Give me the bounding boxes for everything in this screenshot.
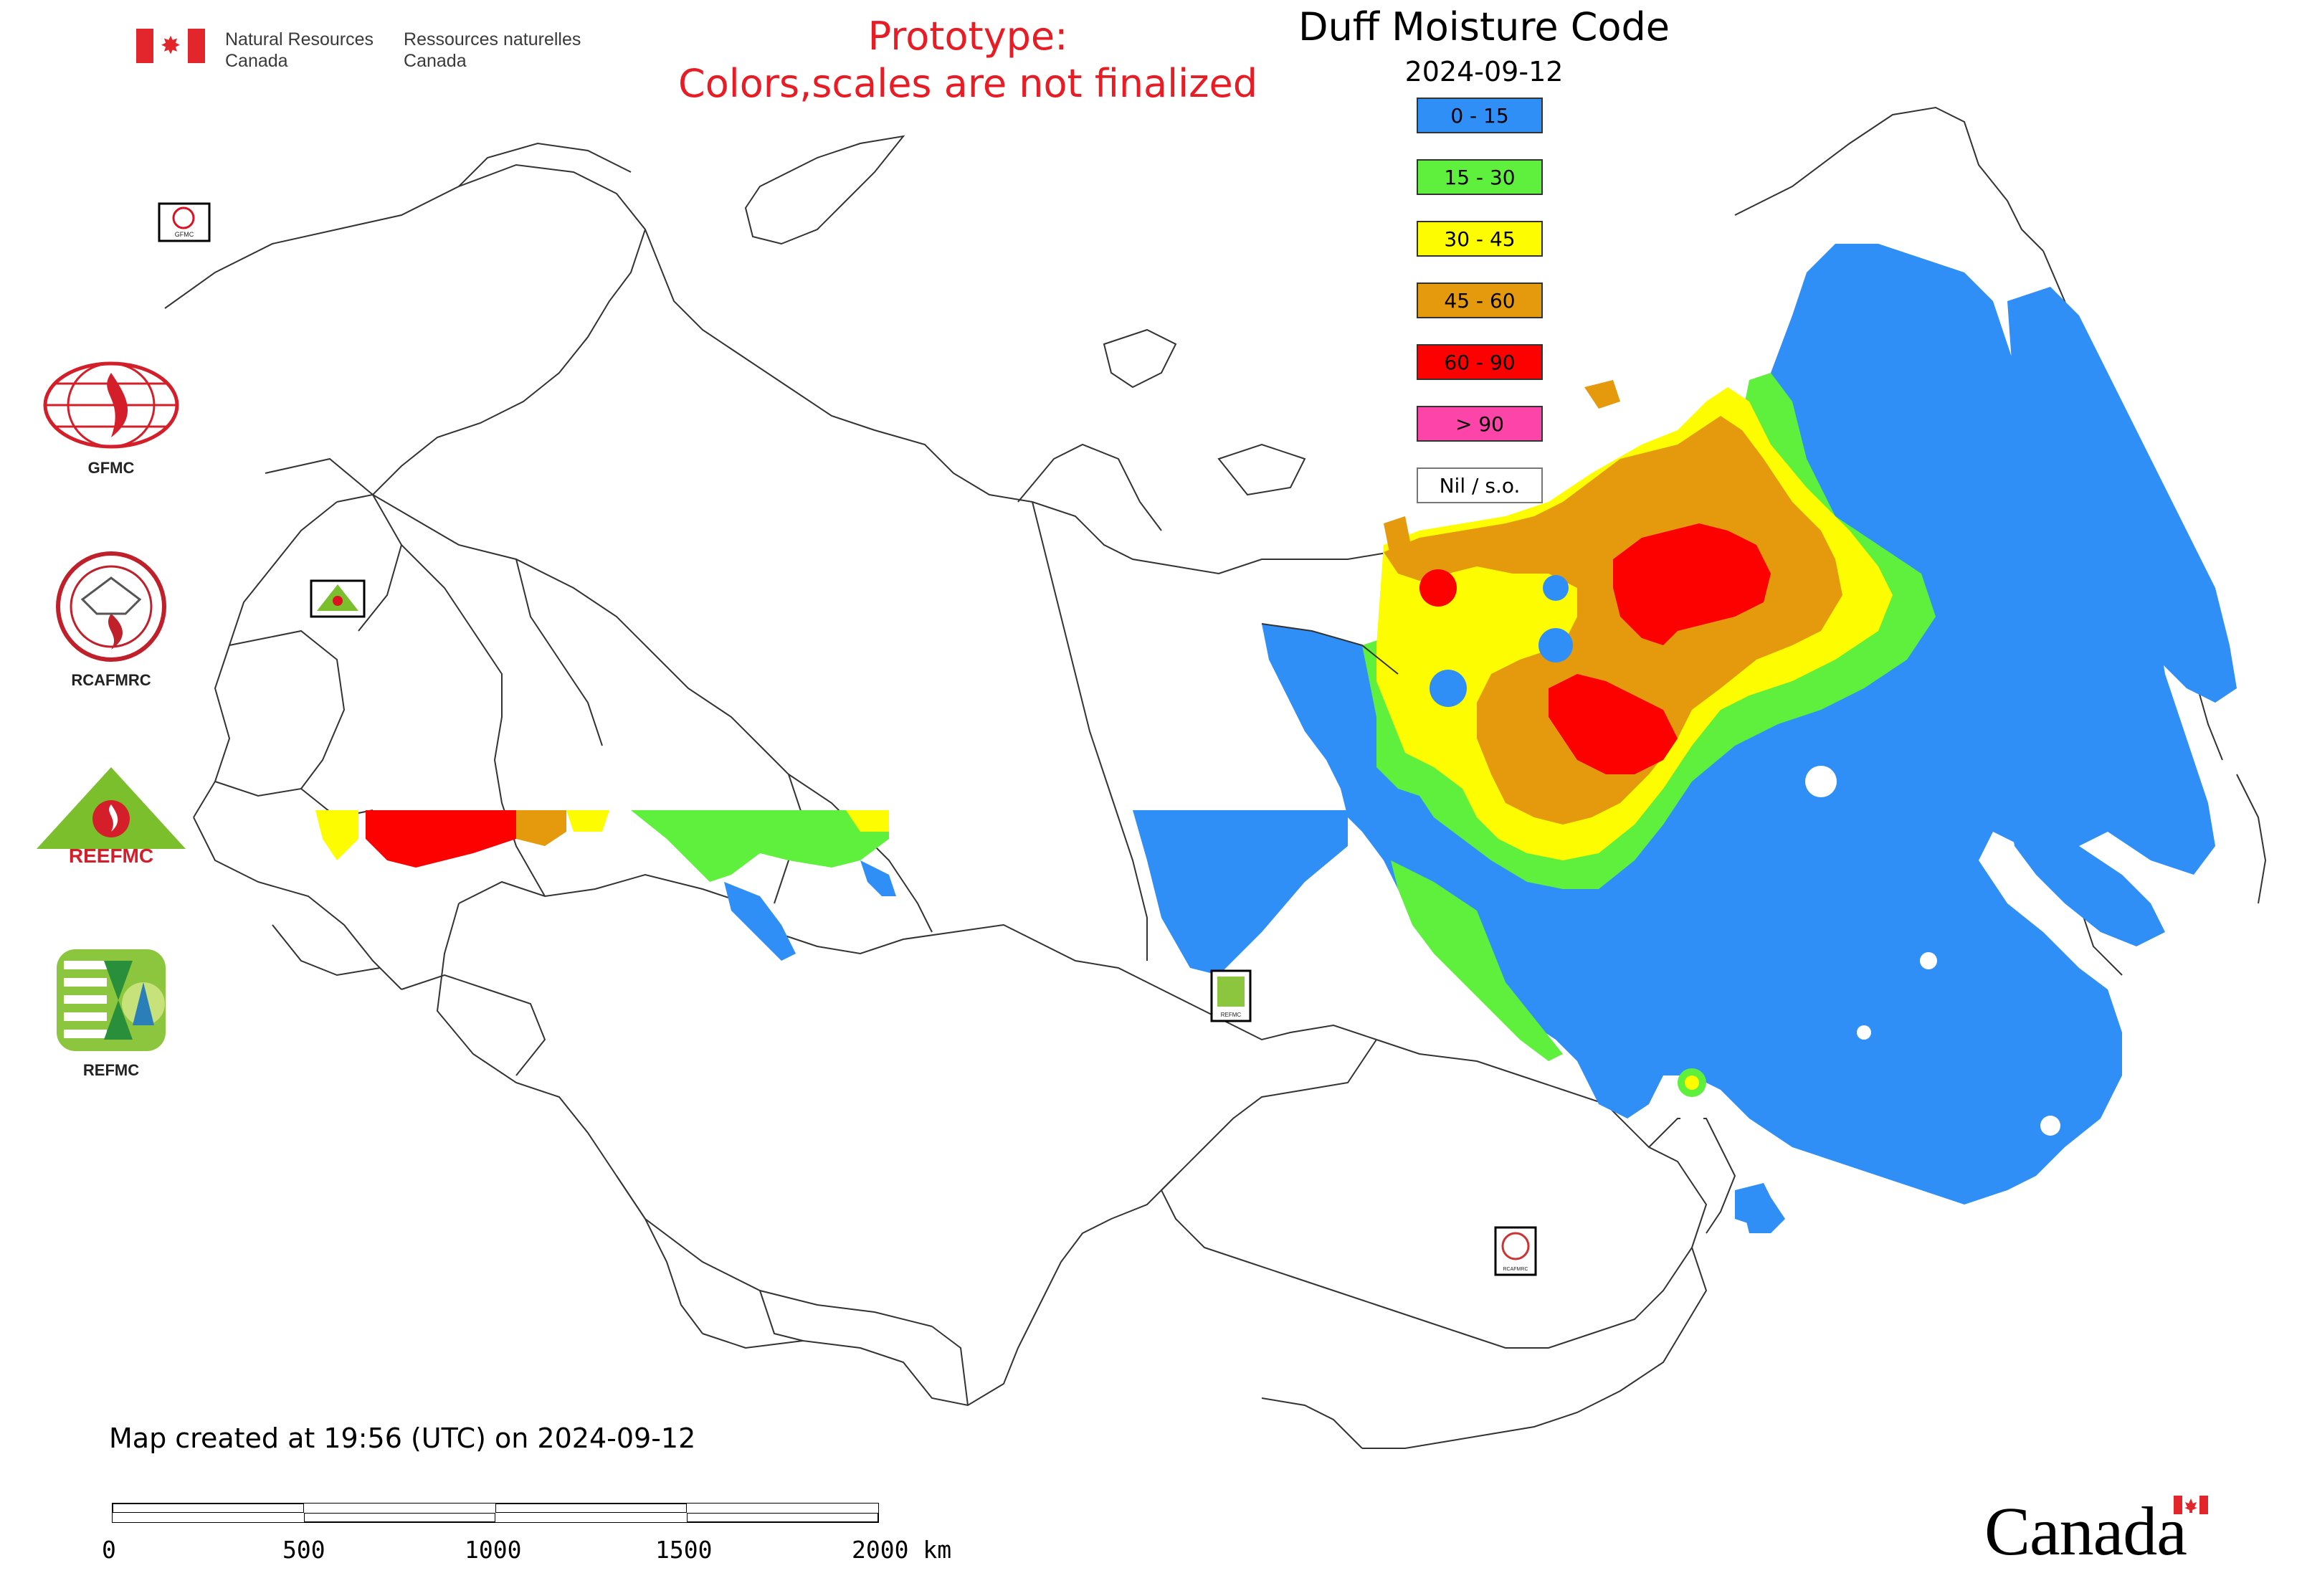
scale-label-500: 500 (282, 1536, 325, 1564)
map-created-note: Map created at 19:56 (UTC) on 2024-09-12 (109, 1422, 696, 1454)
refmc-caption: REFMC (82, 1061, 140, 1079)
rcafmrc-caption: RCAFMRC (71, 671, 151, 689)
refmc-sigma-icon (57, 949, 166, 1051)
svg-text:RCAFMRC: RCAFMRC (1503, 1267, 1528, 1272)
gfmc-globe-icon (43, 361, 179, 449)
legend-item: 15 - 30 (1417, 159, 1543, 195)
map-title: Duff Moisture Code (1298, 4, 1670, 49)
legend-item: 45 - 60 (1417, 282, 1543, 318)
legend-item: 60 - 90 (1417, 344, 1543, 380)
scale-label-2000: 2000 km (852, 1536, 952, 1564)
svg-text:GFMC: GFMC (175, 231, 194, 238)
map-badge-reefmc (310, 579, 366, 618)
agency-name-fr: Ressources naturelles Canada (404, 29, 581, 71)
canada-wordmark: Canada (1984, 1493, 2187, 1569)
map-date: 2024-09-12 (1404, 56, 1564, 87)
nrcan-signature: ✸ Natural Resources Canada Ressources na… (136, 29, 581, 72)
refmc-logo: REFMC (29, 946, 194, 1080)
map-badge-gfmc: GFMC (158, 202, 211, 242)
canada-flag-icon: ✸ (136, 29, 205, 63)
country-boundaries (164, 106, 2267, 1449)
scale-bar (112, 1503, 879, 1523)
coast-overlay (1261, 623, 1399, 675)
rcafmrc-seal-icon (56, 551, 166, 662)
legend-item: > 90 (1417, 406, 1543, 442)
reefmc-wordmark: REEFMC (68, 845, 154, 867)
agency-name-en: Natural Resources Canada (225, 29, 374, 71)
prototype-notice: Prototype: Colors,scales are not finaliz… (678, 14, 1257, 106)
legend-item: 0 - 15 (1417, 98, 1543, 133)
gfmc-logo: GFMC (29, 358, 194, 478)
wordmark-flag-icon (2174, 1496, 2208, 1514)
gfmc-caption: GFMC (87, 459, 135, 477)
svg-text:REFMC: REFMC (1221, 1012, 1242, 1018)
map-badge-refmc: REFMC (1210, 969, 1252, 1022)
legend-item: Nil / s.o. (1417, 467, 1543, 503)
reefmc-triangle-icon (37, 767, 186, 869)
rcafmrc-logo: RCAFMRC (29, 549, 194, 690)
scale-label-1500: 1500 (655, 1536, 713, 1564)
reefmc-logo: REEFMC (29, 763, 194, 869)
scale-label-0: 0 (102, 1536, 116, 1564)
map-badge-rcafmrc: RCAFMRC (1494, 1226, 1537, 1276)
scale-label-1000: 1000 (465, 1536, 522, 1564)
dmc-coverage (315, 244, 2237, 1233)
legend-item: 30 - 45 (1417, 221, 1543, 257)
